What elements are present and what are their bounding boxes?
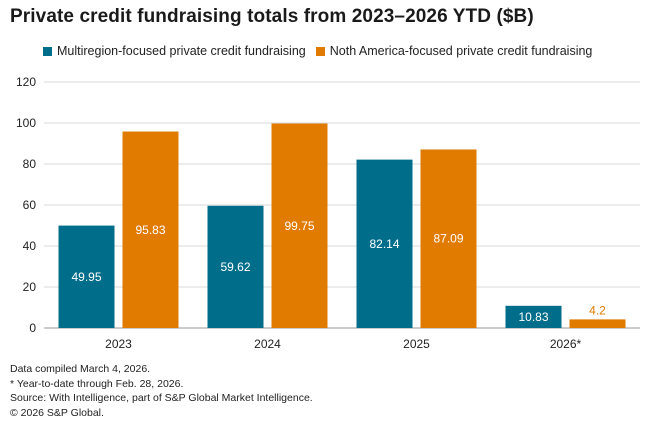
y-tick-label: 80 [23, 157, 37, 171]
footnote-copyright: © 2026 S&P Global. [10, 406, 104, 419]
chart-title: Private credit fundraising totals from 2… [10, 6, 534, 27]
bar-multiregion [356, 159, 413, 328]
data-label: 82.14 [369, 237, 399, 251]
legend-swatch-multiregion [43, 46, 52, 56]
bar-north-america [271, 123, 328, 328]
legend-item-multiregion: Multiregion-focused private credit fundr… [43, 44, 306, 58]
bar-north-america [122, 131, 179, 328]
data-label: 49.95 [71, 270, 101, 284]
y-tick-label: 0 [29, 321, 36, 335]
legend-swatch-north-america [315, 46, 325, 56]
footnote-source: Source: With Intelligence, part of S&P G… [10, 392, 313, 404]
footnote-compiled: Data compiled March 4, 2026. [10, 363, 151, 375]
data-label: 99.75 [284, 219, 314, 233]
data-label: 10.83 [518, 310, 548, 324]
bar-multiregion [207, 205, 264, 328]
legend-label-north-america: Noth America-focused private credit fund… [329, 44, 593, 58]
y-tick-label: 40 [23, 239, 37, 253]
y-tick-label: 20 [23, 280, 37, 294]
legend: Multiregion-focused private credit fundr… [43, 44, 602, 58]
y-tick-label: 120 [16, 75, 36, 89]
x-tick-label: 2024 [254, 337, 281, 351]
data-label: 95.83 [135, 223, 165, 237]
bar-north-america [420, 149, 477, 328]
bar-multiregion [505, 305, 562, 328]
footnote-ytd: * Year-to-date through Feb. 28, 2026. [10, 377, 184, 390]
bar-chart: 0 20 40 60 80 100 120 49.95 95.83 2023 59.62 99.75 2… [16, 75, 640, 351]
legend-item-north-america: Noth America-focused private credit fund… [315, 44, 593, 58]
y-tick-label: 100 [16, 116, 36, 130]
x-tick-label: 2026* [550, 337, 582, 351]
x-tick-label: 2023 [105, 337, 132, 351]
data-label: 4.2 [589, 303, 606, 317]
footnotes: Data compiled March 4, 2026. * Year-to-d… [10, 362, 313, 420]
bar-multiregion [58, 225, 115, 328]
data-label: 87.09 [433, 232, 463, 246]
legend-label-multiregion: Multiregion-focused private credit fundr… [57, 44, 306, 58]
y-tick-label: 60 [23, 198, 37, 212]
data-label: 59.62 [220, 260, 250, 274]
x-tick-label: 2025 [403, 337, 430, 351]
bar-north-america [569, 319, 626, 328]
